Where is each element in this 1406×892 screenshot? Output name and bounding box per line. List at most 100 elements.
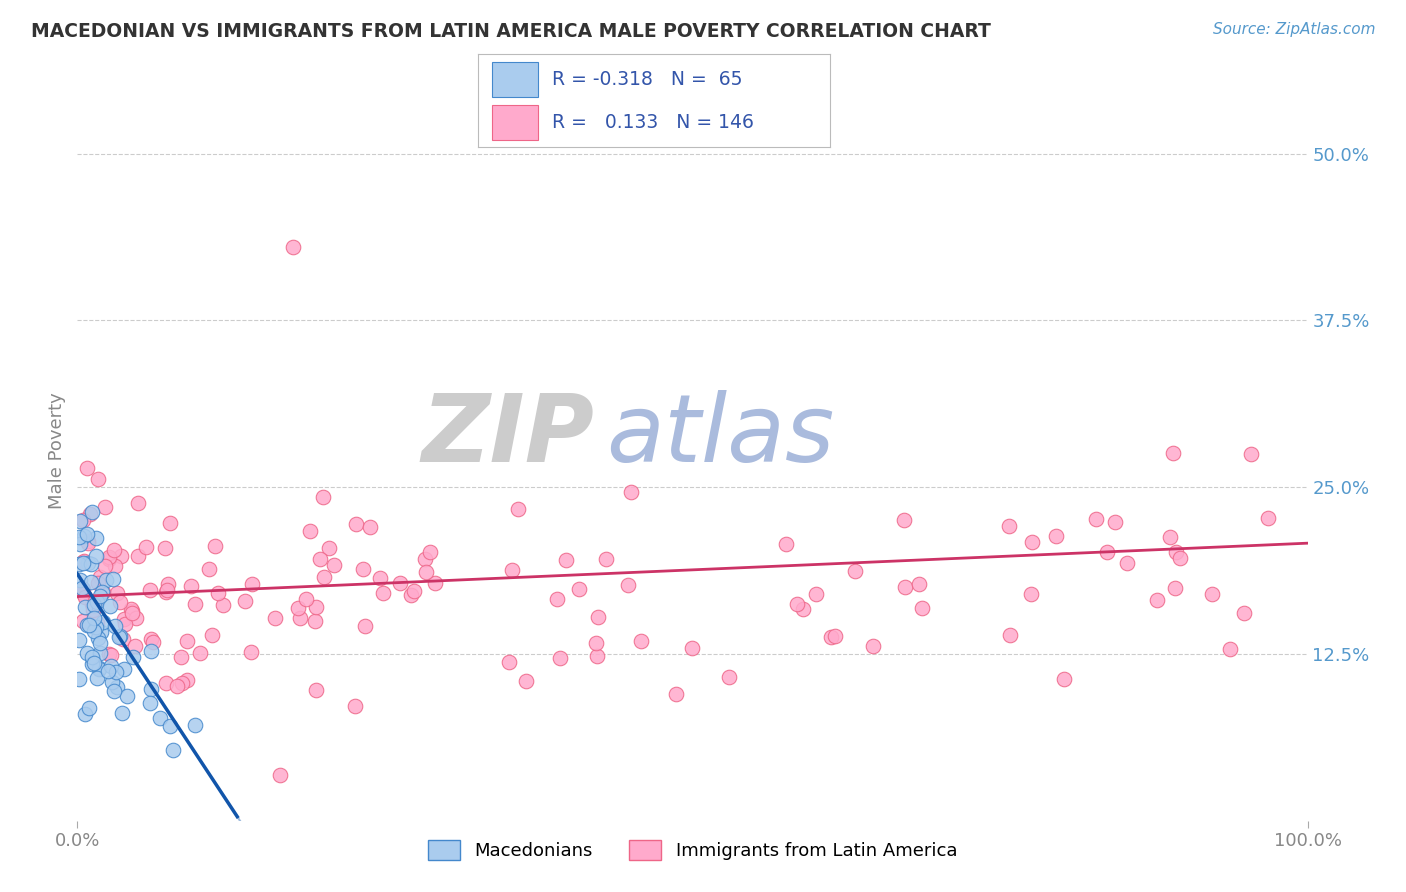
Point [681, 641, 703, 656]
Point [141, 681, 163, 696]
Point [72, 614, 94, 628]
Point [1240, 447, 1263, 461]
Point [344, 698, 367, 713]
Point [368, 571, 391, 585]
Point [121, 604, 143, 618]
Point [404, 583, 426, 598]
Point [98, 647, 121, 661]
Point [80, 575, 103, 590]
Point [73, 590, 96, 604]
Point [89, 636, 111, 650]
Point [309, 552, 332, 566]
Point [211, 598, 233, 612]
Point [281, 240, 304, 254]
Point [354, 619, 377, 633]
Point [844, 564, 866, 578]
Point [80, 505, 103, 519]
Point [1219, 642, 1241, 657]
Point [616, 578, 638, 592]
Point [630, 633, 652, 648]
Point [67, 672, 90, 686]
Point [153, 541, 176, 556]
Point [90, 585, 112, 599]
Point [77, 617, 100, 632]
Point [69, 574, 91, 588]
Point [76, 556, 98, 570]
Point [111, 706, 134, 721]
Point [89, 646, 111, 660]
Point [84, 532, 107, 546]
Point [105, 665, 128, 679]
Text: atlas: atlas [606, 390, 835, 481]
Point [101, 675, 124, 690]
Point [70, 581, 93, 595]
Point [555, 553, 578, 567]
Point [97, 664, 120, 678]
Point [72, 512, 94, 526]
Point [121, 606, 143, 620]
Point [82, 603, 104, 617]
Point [83, 593, 105, 607]
Point [786, 597, 808, 611]
Point [893, 580, 915, 594]
Point [98, 550, 121, 565]
Point [344, 517, 367, 532]
Point [72, 585, 94, 599]
Point [323, 558, 346, 572]
Point [101, 573, 124, 587]
Point [419, 545, 441, 559]
Point [1161, 446, 1184, 460]
Point [423, 575, 446, 590]
Point [1146, 593, 1168, 607]
Point [149, 711, 172, 725]
Point [824, 629, 846, 643]
Point [399, 588, 422, 602]
Point [73, 529, 96, 543]
Point [162, 743, 184, 757]
Point [269, 768, 291, 782]
Point [1095, 545, 1118, 559]
Point [180, 579, 202, 593]
Point [1201, 587, 1223, 601]
Point [69, 537, 91, 551]
Point [135, 540, 157, 554]
Point [94, 574, 117, 588]
Point [170, 650, 193, 665]
Point [104, 559, 127, 574]
Point [122, 649, 145, 664]
Point [89, 569, 111, 583]
Point [207, 585, 229, 599]
Point [127, 496, 149, 510]
Point [83, 656, 105, 670]
Point [166, 679, 188, 693]
Point [585, 648, 607, 663]
Point [1021, 534, 1043, 549]
Point [585, 636, 607, 650]
Point [77, 701, 100, 715]
Point [204, 539, 226, 553]
Point [176, 634, 198, 648]
Point [100, 658, 122, 673]
Point [142, 634, 165, 648]
Point [93, 615, 115, 629]
Point [127, 549, 149, 564]
Point [114, 617, 136, 632]
Point [110, 549, 132, 563]
Point [295, 592, 318, 607]
Point [87, 472, 110, 486]
Point [568, 582, 591, 597]
Point [98, 599, 121, 613]
Point [820, 630, 842, 644]
Point [373, 586, 395, 600]
Point [620, 484, 643, 499]
Point [1257, 511, 1279, 525]
Point [100, 648, 122, 662]
Point [139, 582, 162, 597]
Point [83, 624, 105, 639]
Point [108, 630, 131, 644]
Point [72, 555, 94, 569]
Point [117, 689, 139, 703]
Point [84, 620, 107, 634]
Point [908, 577, 931, 591]
Point [159, 516, 181, 531]
